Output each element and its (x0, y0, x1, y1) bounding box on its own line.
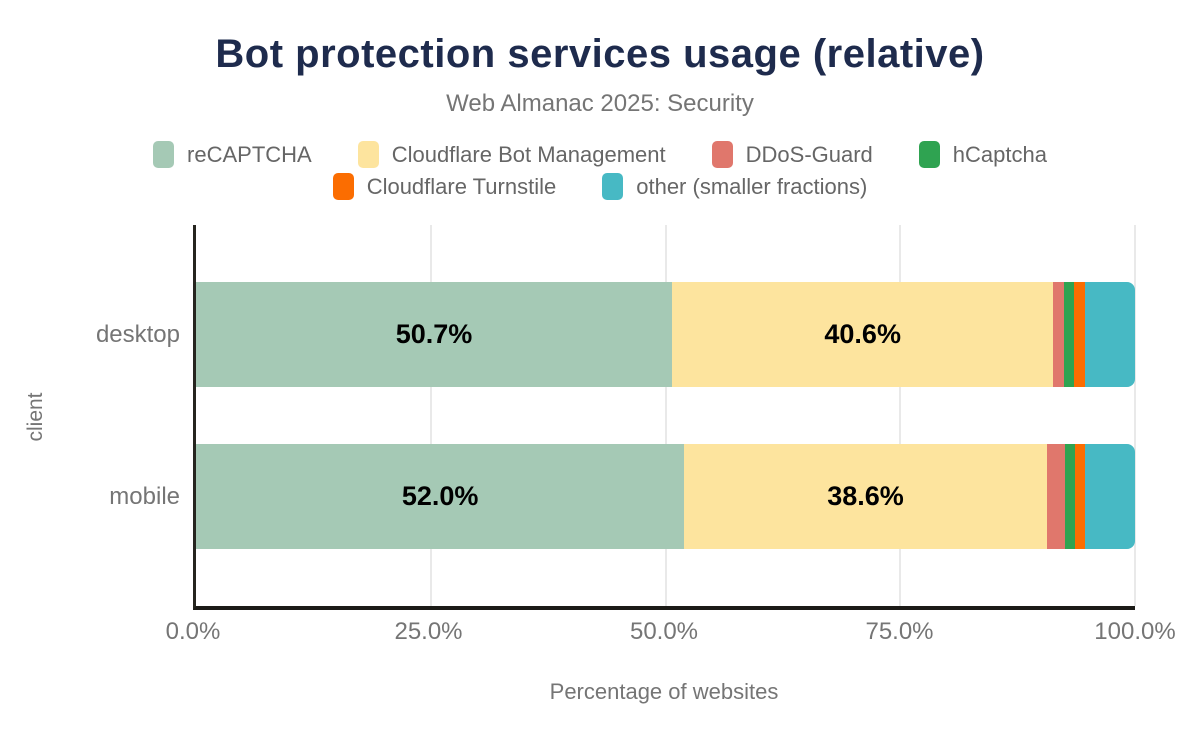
bar-segment-desktop-recaptcha: 50.7% (196, 282, 673, 387)
x-tick-label: 25.0% (394, 618, 463, 645)
legend-item-hcaptcha: hCaptcha (918, 141, 1047, 168)
legend-item-recaptcha: reCAPTCHA (153, 141, 312, 168)
category-label-desktop: desktop (95, 321, 180, 348)
x-tick-label: 0.0% (165, 618, 221, 645)
y-axis-title: client (24, 392, 47, 442)
gridline (1134, 225, 1136, 606)
gridline (899, 225, 902, 606)
bar-mobile: 52.0% 38.6% (196, 444, 1135, 549)
bar-segment-mobile-hcaptcha (1064, 444, 1075, 549)
legend-label: Cloudflare Turnstile (366, 173, 557, 199)
legend-label: DDoS-Guard (745, 141, 873, 167)
bar-segment-mobile-ddos-guard (1046, 444, 1065, 549)
bar-value-label: 52.0% (401, 481, 479, 511)
gridline (429, 225, 432, 606)
legend-label: Cloudflare Bot Management (391, 141, 666, 167)
legend-swatch-icon (332, 173, 354, 200)
bar-segment-mobile-other-smaller-fractions (1085, 444, 1135, 549)
legend-label: other (smaller fractions) (636, 173, 868, 199)
legend-item-cloudflare-bot-management: Cloudflare Bot Management (357, 141, 666, 168)
bar-segment-desktop-other-smaller-fractions (1085, 282, 1135, 387)
legend-swatch-icon (711, 141, 733, 168)
x-tick-label: 75.0% (865, 618, 934, 645)
legend-label: reCAPTCHA (187, 141, 312, 167)
bar-value-label: 50.7% (395, 319, 473, 349)
legend-swatch-icon (918, 141, 940, 168)
legend-item-other-smaller-fractions: other (smaller fractions) (602, 173, 867, 200)
legend-item-cloudflare-turnstile: Cloudflare Turnstile (332, 173, 557, 200)
legend-swatch-icon (357, 141, 379, 168)
bar-segment-desktop-cloudflare-turnstile (1073, 282, 1086, 387)
bar-value-label: 40.6% (824, 319, 901, 349)
legend-swatch-icon (153, 141, 175, 168)
x-tick-label: 50.0% (629, 618, 699, 645)
legend-label: hCaptcha (952, 141, 1047, 167)
x-axis-title: Percentage of websites (549, 679, 779, 704)
bar-segment-desktop-cloudflare-bot-management: 40.6% (672, 282, 1054, 387)
x-tick-label: 100.0% (1094, 618, 1176, 645)
bar-segment-desktop-hcaptcha (1063, 282, 1074, 387)
legend: reCAPTCHA Cloudflare Bot Management DDoS-G… (0, 141, 1200, 200)
bar-segment-mobile-recaptcha: 52.0% (196, 444, 685, 549)
legend-swatch-icon (602, 173, 624, 200)
legend-item-ddos-guard: DDoS-Guard (711, 141, 873, 168)
bar-segment-desktop-ddos-guard (1053, 282, 1064, 387)
bar-value-label: 38.6% (827, 481, 904, 511)
category-label-mobile: mobile (109, 483, 180, 510)
bar-desktop: 50.7% 40.6% (196, 282, 1135, 387)
plot-area: 50.7% 40.6% 52.0% 38.6% (193, 225, 1136, 610)
chart-title: Bot protection services usage (relative) (215, 32, 985, 76)
gridline (664, 225, 667, 606)
legend-row: reCAPTCHA Cloudflare Bot Management DDoS-G… (153, 141, 1047, 168)
bar-segment-mobile-cloudflare-turnstile (1074, 444, 1086, 549)
bar-segment-mobile-cloudflare-bot-management: 38.6% (684, 444, 1047, 549)
chart-subtitle: Web Almanac 2025: Security (446, 90, 754, 117)
legend-row: Cloudflare Turnstile other (smaller fract… (332, 173, 867, 200)
